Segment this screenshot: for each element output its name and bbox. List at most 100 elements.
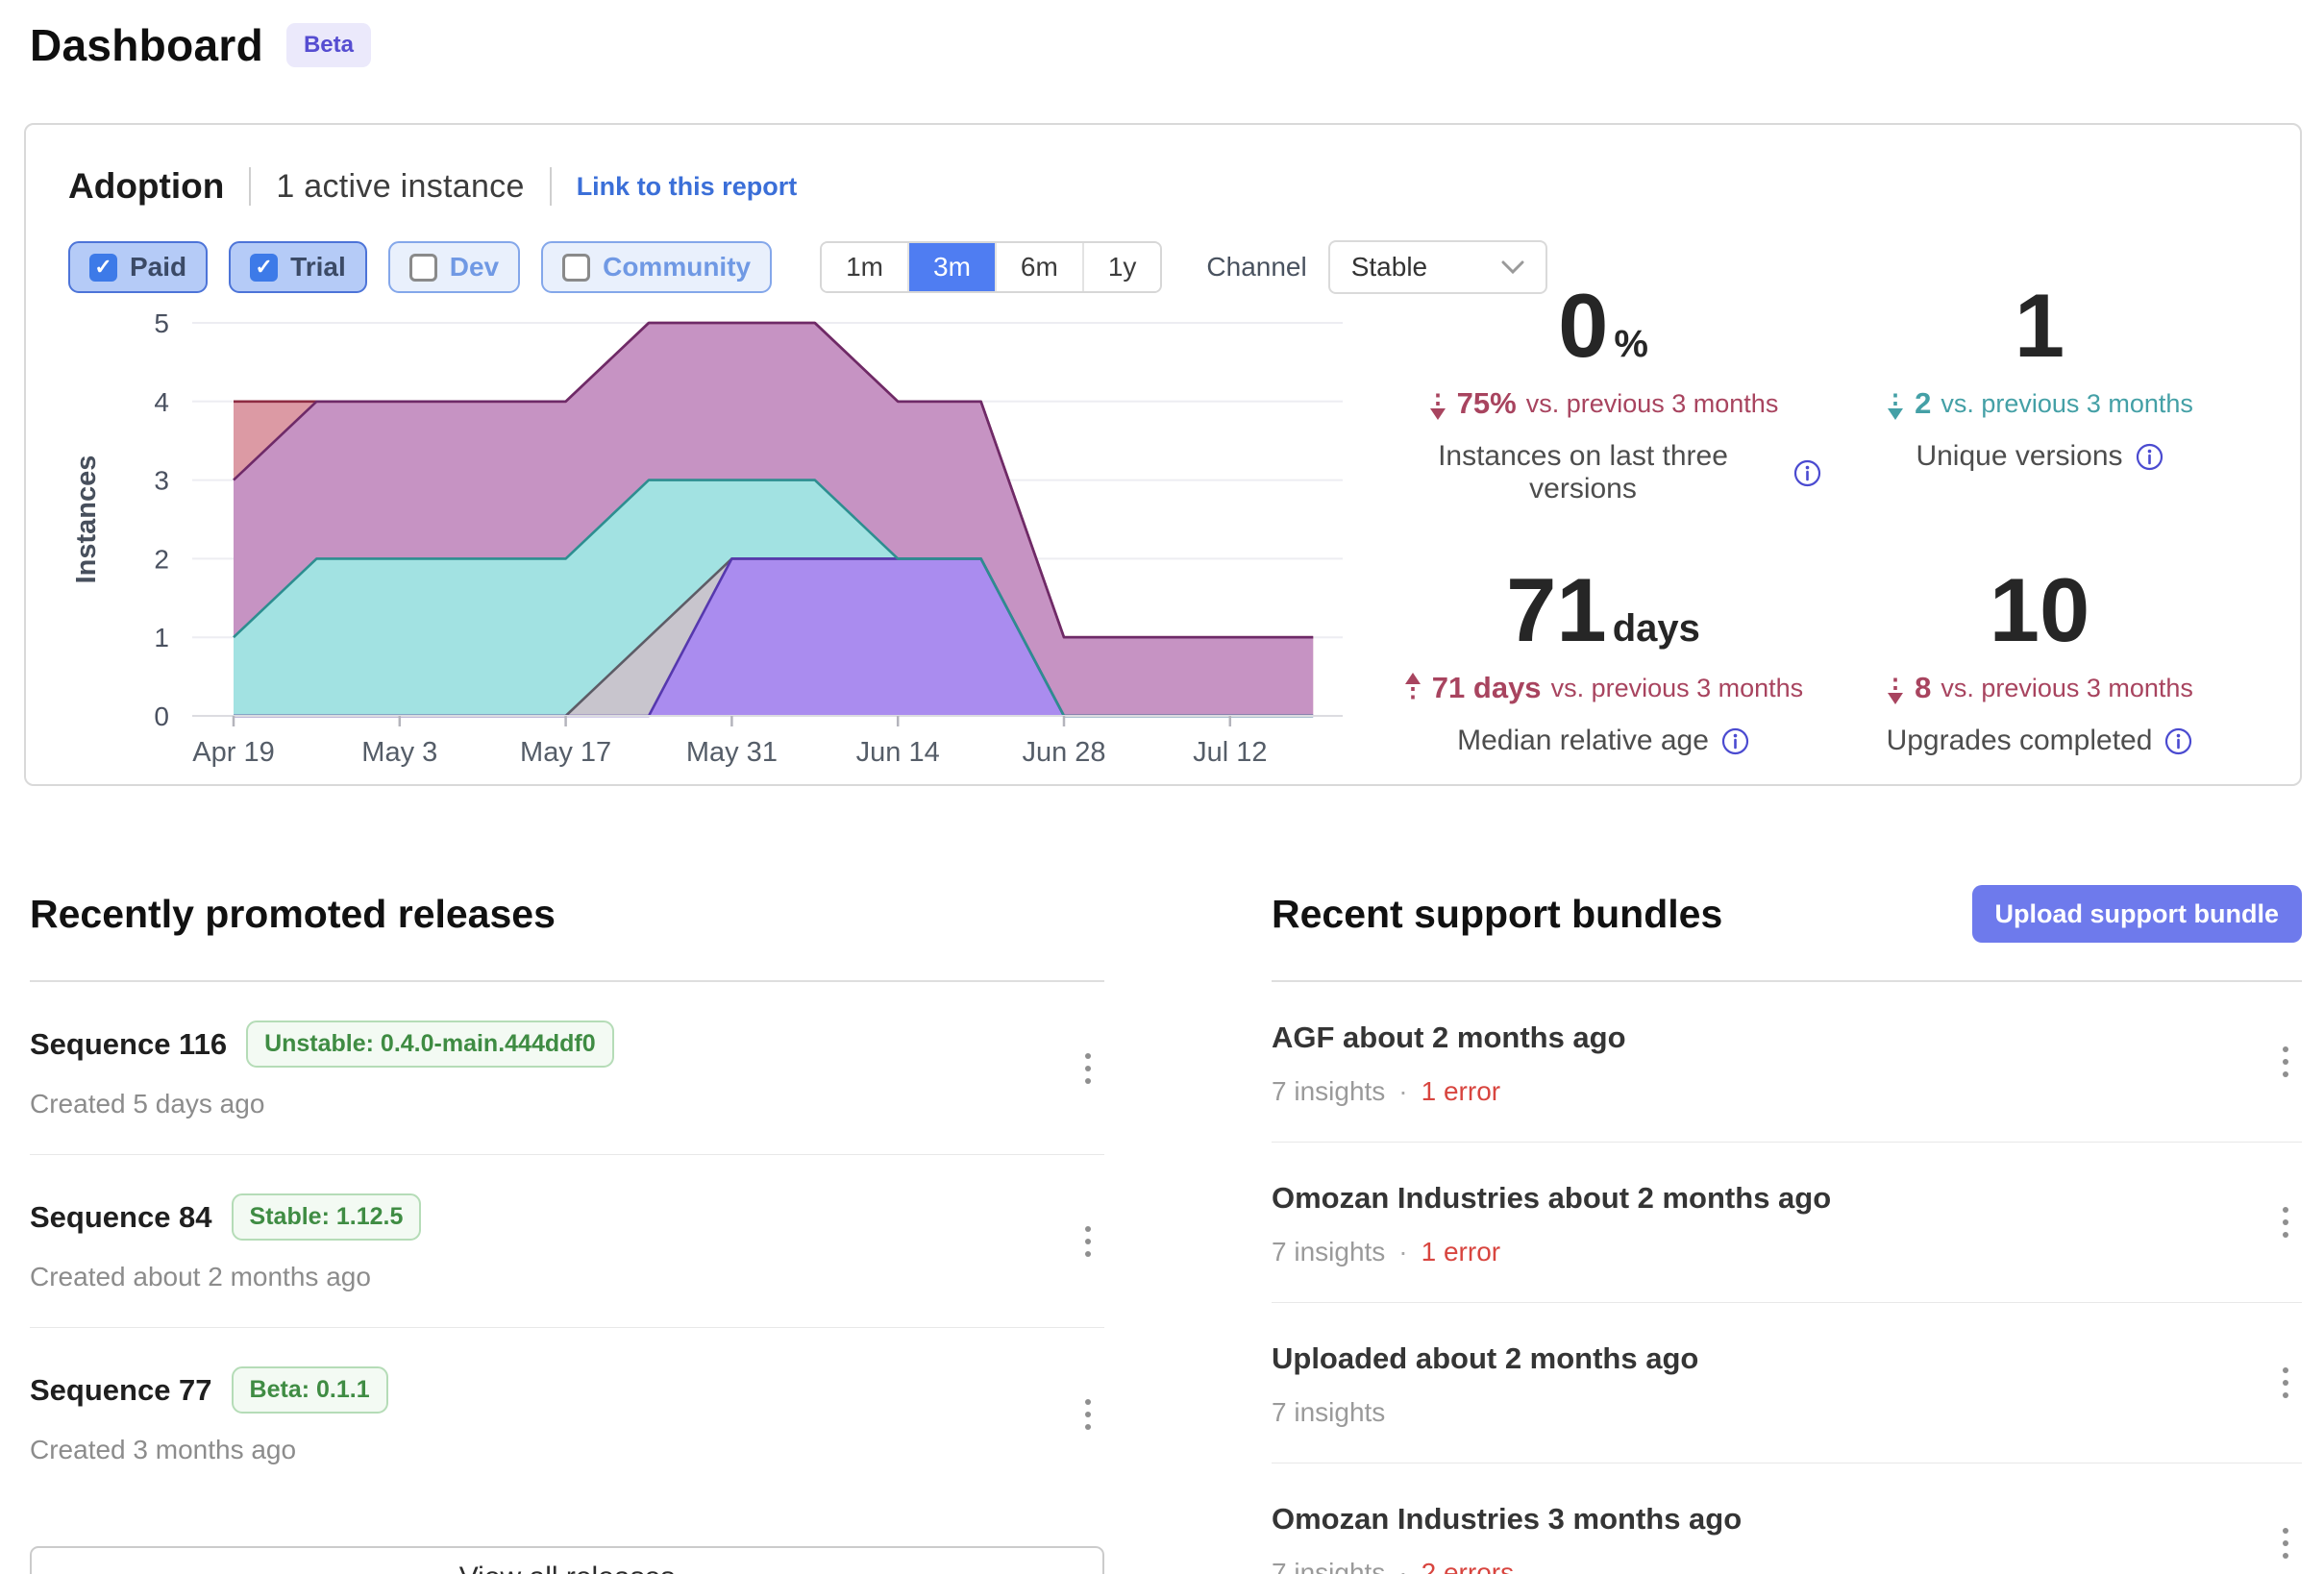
filter-chip-label: Dev <box>449 252 500 282</box>
support-bundles-section: Recent support bundles Upload support bu… <box>1272 884 2302 1574</box>
support-bundle-row: Omozan Industries 3 months ago 7 insight… <box>1272 1463 2302 1574</box>
bundle-title: Omozan Industries about 2 months ago <box>1272 1181 1832 1215</box>
bundle-title: Uploaded about 2 months ago <box>1272 1341 1699 1375</box>
bundle-insights: 7 insights <box>1272 1237 1386 1267</box>
info-icon[interactable] <box>2136 443 2163 471</box>
range-3m[interactable]: 3m <box>907 243 995 291</box>
stat-value: 0% <box>1558 275 1648 376</box>
bundle-insights: 7 insights <box>1272 1076 1386 1106</box>
checkbox-icon[interactable] <box>562 253 591 282</box>
filter-chip-community[interactable]: Community <box>541 241 773 293</box>
svg-text:0: 0 <box>154 701 169 731</box>
svg-text:May 3: May 3 <box>361 737 437 768</box>
range-1m[interactable]: 1m <box>822 243 908 291</box>
adoption-stats: 0% 75% vs. previous 3 months Instances o… <box>1347 281 2258 771</box>
range-1y[interactable]: 1y <box>1081 243 1161 291</box>
info-icon[interactable] <box>1793 459 1821 487</box>
support-bundle-row: AGF about 2 months ago 7 insights · 1 er… <box>1272 982 2302 1143</box>
release-channel-badge: Unstable: 0.4.0-main.444ddf0 <box>246 1021 614 1068</box>
info-icon[interactable] <box>1721 727 1749 755</box>
checkbox-icon[interactable] <box>408 253 437 282</box>
trend-arrow-icon <box>1428 388 1447 420</box>
stat-instances-last-three-versions: 0% 75% vs. previous 3 months Instances o… <box>1385 281 1821 519</box>
filter-chip-label: Community <box>603 252 752 282</box>
range-6m[interactable]: 6m <box>994 243 1082 291</box>
bundle-insights: 7 insights <box>1272 1397 1386 1427</box>
svg-text:4: 4 <box>154 387 169 417</box>
divider <box>549 167 552 206</box>
info-icon[interactable] <box>2164 727 2192 755</box>
bottom-columns: Recently promoted releases Sequence 116 … <box>30 884 2302 1574</box>
svg-text:Jun 28: Jun 28 <box>1022 737 1105 768</box>
stat-upgrades-completed: 10 8 vs. previous 3 months Upgrades comp… <box>1821 565 2258 771</box>
trend-arrow-icon <box>1886 388 1905 420</box>
stat-label: Upgrades completed <box>1821 725 2258 757</box>
stat-median-relative-age: 71 days 71 days vs. previous 3 months Med… <box>1385 565 1821 771</box>
stat-delta: 75% vs. previous 3 months <box>1385 386 1821 421</box>
bundle-meta: 7 insights · <box>1272 1397 2302 1428</box>
channel-select[interactable]: Stable <box>1327 240 1547 294</box>
stat-delta: 2 vs. previous 3 months <box>1821 386 2258 421</box>
stat-label: Median relative age <box>1385 725 1821 757</box>
stat-unique-versions: 1 2 vs. previous 3 months Unique version… <box>1821 281 2258 519</box>
meta-separator: · <box>1398 1558 1408 1574</box>
release-title: Sequence 116 <box>30 1026 228 1061</box>
trend-arrow-icon <box>1886 673 1905 704</box>
releases-section: Recently promoted releases Sequence 116 … <box>30 884 1104 1574</box>
filter-chip-trial[interactable]: Trial <box>229 241 367 293</box>
trend-arrow-icon <box>1403 672 1422 704</box>
channel-select-value: Stable <box>1350 252 1428 282</box>
kebab-menu-icon[interactable] <box>1079 1220 1097 1263</box>
area-chart: 0 1 2 3 4 5 Apr 19 May 3 May 17 May 31 Jun 14 Jun 2… <box>71 308 1343 768</box>
link-to-report[interactable]: Link to this report <box>576 171 798 201</box>
release-row: Sequence 84 Stable: 1.12.5 Created about… <box>30 1155 1104 1328</box>
time-range-segmented-control: 1m 3m 6m 1y <box>820 241 1163 293</box>
chevron-down-icon <box>1501 260 1524 274</box>
bundle-errors: 2 errors <box>1421 1558 1515 1574</box>
kebab-menu-icon[interactable] <box>2277 1041 2294 1083</box>
view-all-releases-button[interactable]: View all releases <box>30 1546 1104 1574</box>
filter-chip-paid[interactable]: Paid <box>68 241 209 293</box>
support-bundle-row: Uploaded about 2 months ago 7 insights · <box>1272 1303 2302 1463</box>
chart-stats-row: 0 1 2 3 4 5 Apr 19 May 3 May 17 May 31 Jun 14 Jun 2… <box>68 281 2258 771</box>
stat-value: 10 <box>1989 559 2090 660</box>
releases-heading: Recently promoted releases <box>30 891 556 936</box>
upload-support-bundle-button[interactable]: Upload support bundle <box>1971 885 2302 943</box>
svg-text:Apr 19: Apr 19 <box>192 737 274 768</box>
kebab-menu-icon[interactable] <box>1079 1047 1097 1090</box>
kebab-menu-icon[interactable] <box>2277 1362 2294 1404</box>
kebab-menu-icon[interactable] <box>1079 1393 1097 1436</box>
bundle-meta: 7 insights · 1 error <box>1272 1237 2302 1267</box>
release-title: Sequence 77 <box>30 1372 212 1407</box>
adoption-heading: Adoption <box>68 166 225 206</box>
release-created: Created 3 months ago <box>30 1435 297 1464</box>
stat-value: 71 days <box>1506 559 1700 660</box>
bundle-meta: 7 insights · 1 error <box>1272 1076 2302 1107</box>
stat-value: 1 <box>2014 275 2065 376</box>
checkbox-icon[interactable] <box>89 253 117 282</box>
meta-separator: · <box>1398 1237 1408 1267</box>
svg-text:5: 5 <box>154 309 169 338</box>
kebab-menu-icon[interactable] <box>2277 1201 2294 1243</box>
filter-chip-label: Trial <box>290 252 346 282</box>
checkbox-icon[interactable] <box>250 253 279 282</box>
bundles-heading-row: Recent support bundles Upload support bu… <box>1272 884 2302 944</box>
bundle-errors: 1 error <box>1421 1076 1501 1106</box>
adoption-chart: 0 1 2 3 4 5 Apr 19 May 3 May 17 May 31 Jun 14 Jun 2… <box>68 308 1347 771</box>
releases-heading-row: Recently promoted releases <box>30 884 1104 944</box>
release-created: Created about 2 months ago <box>30 1262 371 1291</box>
bundles-heading: Recent support bundles <box>1272 891 1723 936</box>
bundle-errors: 1 error <box>1421 1237 1501 1267</box>
release-title: Sequence 84 <box>30 1199 212 1234</box>
svg-text:May 17: May 17 <box>520 737 611 768</box>
stat-label: Unique versions <box>1821 440 2258 473</box>
filter-chip-label: Paid <box>130 252 187 282</box>
bundle-meta: 7 insights · 2 errors <box>1272 1558 2302 1574</box>
bundle-title: Omozan Industries 3 months ago <box>1272 1502 1743 1536</box>
release-row: Sequence 77 Beta: 0.1.1 Created 3 months… <box>30 1328 1104 1500</box>
filter-chip-dev[interactable]: Dev <box>387 241 521 293</box>
release-created: Created 5 days ago <box>30 1089 265 1119</box>
divider <box>30 980 1104 982</box>
kebab-menu-icon[interactable] <box>2277 1522 2294 1564</box>
